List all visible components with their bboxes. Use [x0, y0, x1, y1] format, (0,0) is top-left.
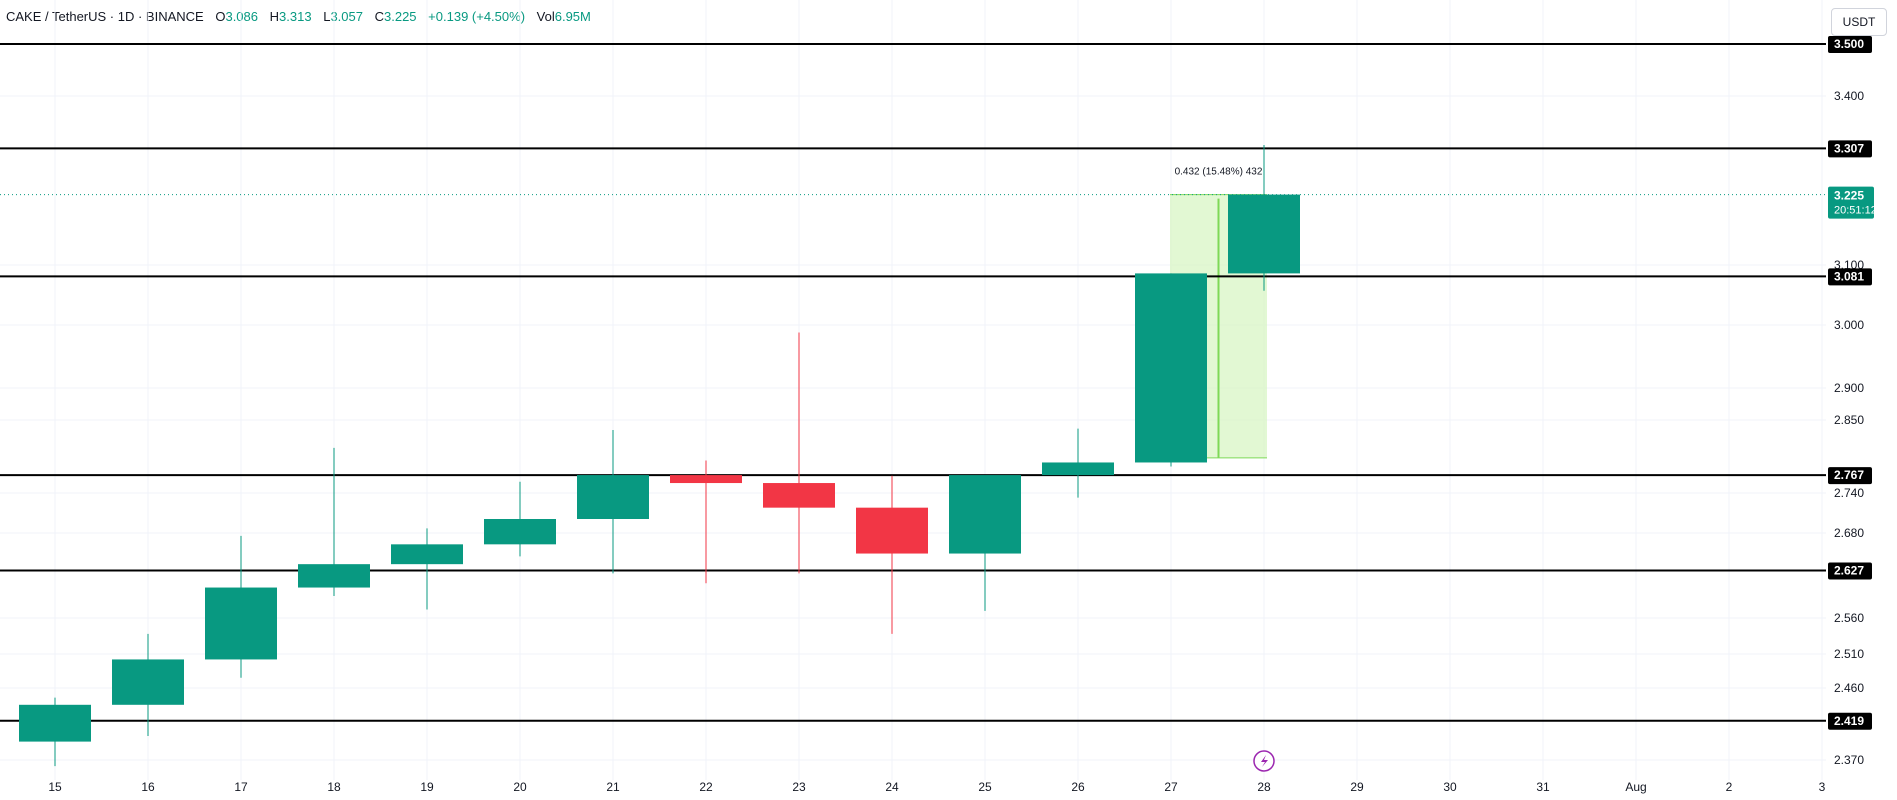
volume-value: 6.95M [554, 9, 591, 24]
candle-body [112, 659, 184, 705]
candle-body [391, 544, 463, 565]
price-axis[interactable]: 2.370 2.460 2.510 2.560 2.680 2.740 2.850 2.900… [1828, 36, 1877, 767]
time-axis[interactable]: 15 16 17 18 19 20 21 22 23 24 25 26 27 28 29 30 31 Aug 2 3 [48, 780, 1825, 794]
change-value: +0.139 (+4.50%) [428, 9, 526, 24]
time-tick-label: 22 [699, 780, 713, 794]
time-tick-label: 15 [48, 780, 62, 794]
time-tick-label: 16 [141, 780, 155, 794]
time-tick-label: 18 [327, 780, 341, 794]
time-tick-label: 29 [1350, 780, 1364, 794]
volume-label: Vol [536, 9, 555, 24]
time-tick-label: 3 [1819, 780, 1826, 794]
price-tick-label: 2.900 [1834, 381, 1864, 395]
time-tick-label: 19 [420, 780, 434, 794]
candle-body [484, 519, 556, 545]
level-tag [1828, 140, 1872, 158]
level-tag-label: 2.419 [1834, 714, 1864, 728]
close-value: 3.225 [384, 9, 417, 24]
price-tick-label: 2.740 [1834, 486, 1864, 500]
candle-body [763, 483, 835, 508]
low-value: 3.057 [330, 9, 363, 24]
bolt-icon-glyph [1261, 755, 1268, 767]
level-tag [1828, 712, 1872, 730]
open-value: 3.086 [225, 9, 259, 24]
low-label: L [323, 9, 331, 24]
price-tick-label: 2.460 [1834, 681, 1864, 695]
time-tick-label: 17 [234, 780, 248, 794]
time-tick-label: 26 [1071, 780, 1085, 794]
time-tick-label: 31 [1536, 780, 1550, 794]
candle-body [856, 507, 928, 554]
level-tag [1828, 562, 1872, 580]
candle-body [298, 564, 370, 588]
time-tick-label: 21 [606, 780, 620, 794]
time-tick-label: 20 [513, 780, 527, 794]
price-tick-label: 2.680 [1834, 526, 1864, 540]
candle-body [577, 475, 649, 519]
candles [19, 145, 1300, 772]
open-label: O [215, 9, 226, 24]
candle-body [19, 704, 91, 742]
close-label: C [374, 9, 384, 24]
level-tag-label: 2.767 [1834, 468, 1864, 482]
time-tick-label: Aug [1625, 780, 1646, 794]
time-tick-label: 23 [792, 780, 806, 794]
price-tick-label: 2.510 [1834, 647, 1864, 661]
level-tag [1828, 36, 1872, 53]
candle-body [949, 475, 1021, 554]
price-tick-label: 2.560 [1834, 611, 1864, 625]
level-tag [1828, 268, 1872, 286]
candle-body [1042, 462, 1114, 476]
time-tick-label: 25 [978, 780, 992, 794]
price-tick-label: 2.850 [1834, 413, 1864, 427]
price-tick-label: 3.000 [1834, 318, 1864, 332]
candle-body [1135, 273, 1207, 463]
high-value: 3.313 [279, 9, 312, 24]
currency-button[interactable]: USDT [1831, 8, 1887, 36]
time-tick-label: 30 [1443, 780, 1457, 794]
high-label: H [269, 9, 280, 24]
last-price-tag [1828, 186, 1874, 219]
level-tag-label: 3.307 [1834, 141, 1864, 155]
candle-body [205, 587, 277, 660]
level-tag-label: 3.500 [1834, 37, 1864, 51]
time-tick-label: 28 [1257, 780, 1271, 794]
level-tag [1828, 467, 1872, 485]
countdown-label: 20:51:12 [1834, 205, 1877, 217]
candle-body [670, 475, 742, 484]
time-tick-label: 2 [1726, 780, 1733, 794]
measure-label: 0.432 (15.48%) 432 [1175, 167, 1263, 178]
last-price-label: 3.225 [1834, 189, 1864, 203]
time-tick-label: 24 [885, 780, 899, 794]
time-tick-label: 27 [1164, 780, 1178, 794]
candle-body [1228, 194, 1300, 274]
price-tick-label: 3.400 [1834, 89, 1864, 103]
price-levels [0, 43, 1826, 722]
level-tag-label: 3.081 [1834, 269, 1864, 283]
price-tick-label: 2.370 [1834, 753, 1864, 767]
grid [0, 0, 1826, 780]
level-tag-label: 2.627 [1834, 564, 1864, 578]
